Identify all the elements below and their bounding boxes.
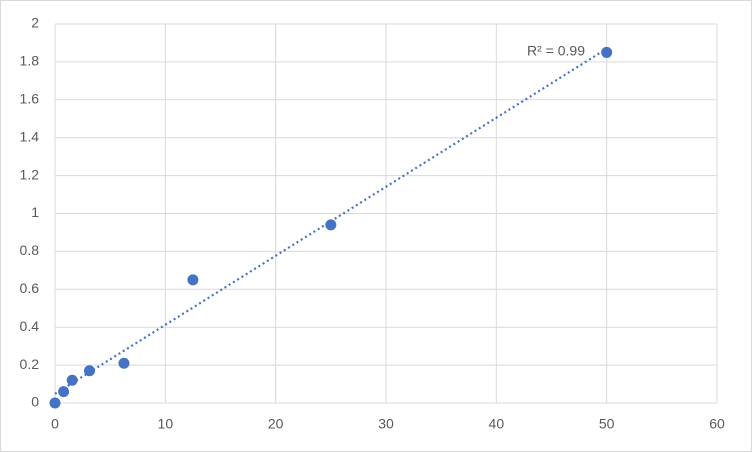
point <box>49 397 61 409</box>
x-tick-label: 30 <box>378 416 394 432</box>
y-tick-label: 2 <box>31 15 39 31</box>
point <box>325 219 337 231</box>
x-tick-label: 20 <box>268 416 284 432</box>
point <box>58 386 70 398</box>
y-tick-label: 0.4 <box>20 318 40 334</box>
y-tick-label: 0.8 <box>20 242 40 258</box>
y-tick-label: 0.6 <box>20 280 40 296</box>
x-tick-label: 40 <box>489 416 505 432</box>
y-tick-label: 1.8 <box>20 53 40 69</box>
x-tick-label: 60 <box>709 416 725 432</box>
y-tick-label: 0 <box>31 394 39 410</box>
x-tick-label: 10 <box>158 416 174 432</box>
annotation: R² = 0.99 <box>527 43 585 59</box>
point <box>118 357 130 369</box>
point <box>66 374 78 386</box>
y-tick-label: 1 <box>31 204 39 220</box>
x-tick-label: 0 <box>51 416 59 432</box>
point <box>601 46 613 58</box>
y-tick-label: 1.4 <box>20 128 40 144</box>
point <box>83 365 95 377</box>
point <box>187 274 199 286</box>
x-tick-label: 50 <box>599 416 615 432</box>
y-tick-label: 1.6 <box>20 91 40 107</box>
y-tick-label: 1.2 <box>20 166 40 182</box>
y-tick-label: 0.2 <box>20 356 40 372</box>
